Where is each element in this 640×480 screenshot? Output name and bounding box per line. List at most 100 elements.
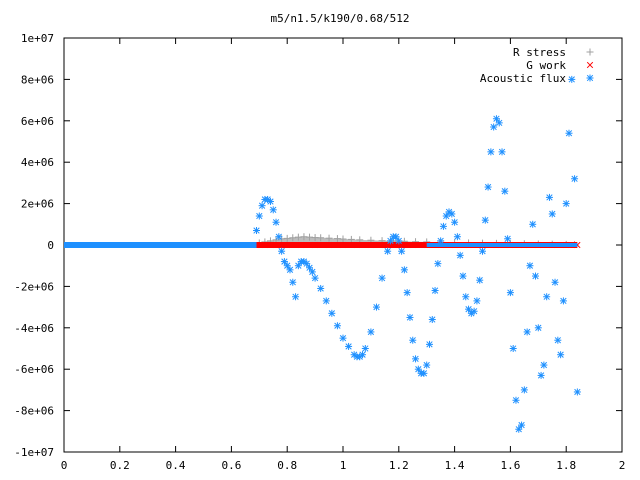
marker-stroke	[426, 341, 433, 348]
data-point	[272, 218, 280, 226]
marker-stroke	[275, 233, 282, 240]
data-point	[562, 200, 570, 208]
marker-stroke	[560, 297, 567, 305]
marker-stroke	[264, 196, 271, 203]
marker-stroke	[523, 328, 531, 336]
data-point	[434, 260, 442, 268]
marker-stroke	[543, 293, 550, 300]
data-point	[328, 309, 336, 317]
marker-stroke	[445, 208, 453, 216]
marker-stroke	[286, 266, 294, 273]
data-point	[333, 322, 341, 330]
data-point	[398, 247, 406, 255]
marker-stroke	[289, 279, 296, 286]
marker-stroke	[334, 322, 341, 329]
legend-marker	[586, 48, 594, 56]
data-point	[266, 198, 274, 206]
marker-stroke	[565, 130, 573, 137]
data-point	[261, 241, 269, 249]
data-point	[571, 175, 579, 183]
data-point	[543, 293, 551, 301]
marker-stroke	[586, 61, 594, 69]
marker-stroke	[395, 237, 402, 245]
marker-stroke	[515, 426, 522, 433]
marker-stroke	[392, 233, 400, 240]
data-point	[306, 264, 314, 272]
data-point	[498, 148, 506, 156]
marker-stroke	[284, 262, 291, 269]
marker-stroke	[381, 241, 389, 249]
data-point	[272, 241, 280, 249]
data-point	[506, 289, 514, 297]
marker-stroke	[546, 194, 553, 201]
y-tick-label: 6e+06	[21, 115, 54, 128]
data-point	[479, 247, 486, 255]
marker-stroke	[557, 351, 564, 358]
marker-stroke	[267, 198, 274, 205]
y-tick-label: -6e+06	[14, 363, 54, 376]
y-tick-label: 8e+06	[21, 73, 54, 86]
y-tick-label: -2e+06	[14, 280, 54, 293]
marker-stroke	[384, 248, 391, 255]
data-point	[253, 227, 261, 235]
marker-stroke	[540, 361, 548, 369]
marker-stroke	[409, 241, 416, 249]
marker-stroke	[493, 115, 500, 122]
data-point	[339, 235, 347, 243]
marker-stroke	[554, 337, 561, 344]
marker-stroke	[462, 293, 469, 300]
data-point	[559, 297, 567, 305]
x-tick-label: 2	[619, 459, 626, 472]
data-point	[557, 351, 565, 359]
data-point	[367, 328, 375, 336]
data-point	[400, 266, 408, 274]
legend-label: G work	[526, 59, 566, 72]
x-tick-label: 0.2	[110, 459, 130, 472]
data-point	[509, 345, 517, 352]
data-point	[339, 241, 347, 249]
marker-stroke	[317, 285, 324, 292]
data-point	[420, 369, 428, 377]
data-point	[317, 284, 325, 292]
marker-stroke	[272, 241, 280, 249]
marker-stroke	[311, 274, 319, 282]
data-point	[529, 220, 537, 228]
marker-stroke	[479, 248, 486, 255]
data-marks	[64, 75, 581, 433]
data-point	[381, 241, 389, 249]
chart-title: m5/n1.5/k190/0.68/512	[270, 12, 409, 25]
data-point	[423, 361, 431, 369]
marker-stroke	[498, 148, 506, 156]
marker-stroke	[434, 260, 442, 267]
data-point	[258, 202, 266, 210]
data-point	[462, 293, 470, 301]
marker-stroke	[401, 266, 408, 273]
data-point	[284, 241, 291, 249]
marker-stroke	[510, 345, 517, 352]
data-point	[347, 235, 355, 243]
legend-label: R stress	[513, 46, 566, 59]
data-point	[473, 297, 481, 305]
marker-stroke	[406, 314, 414, 321]
data-point	[367, 241, 375, 249]
data-point	[476, 276, 484, 284]
marker-stroke	[339, 334, 347, 342]
marker-stroke	[292, 293, 299, 300]
x-tick-label: 1.2	[389, 459, 409, 472]
data-point	[425, 340, 433, 348]
data-point	[537, 371, 545, 379]
marker-stroke	[359, 351, 366, 358]
marker-stroke	[311, 241, 319, 249]
marker-stroke	[535, 324, 542, 331]
marker-stroke	[571, 175, 578, 182]
marker-stroke	[563, 200, 570, 207]
marker-stroke	[420, 370, 428, 377]
data-point	[392, 233, 400, 241]
series-2	[64, 75, 581, 433]
marker-stroke	[476, 277, 483, 284]
marker-stroke	[537, 372, 545, 379]
data-point	[378, 274, 386, 282]
data-point	[286, 266, 294, 274]
data-point	[453, 233, 461, 241]
